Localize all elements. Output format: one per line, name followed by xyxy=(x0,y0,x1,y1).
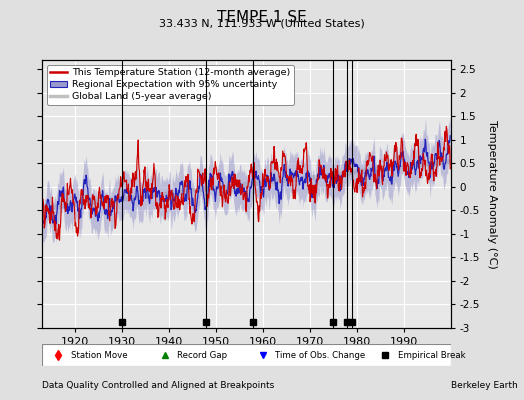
Text: 33.433 N, 111.933 W (United States): 33.433 N, 111.933 W (United States) xyxy=(159,18,365,28)
Text: Berkeley Earth: Berkeley Earth xyxy=(451,381,517,390)
Text: Empirical Break: Empirical Break xyxy=(398,350,465,360)
Text: TEMPE 1 SE: TEMPE 1 SE xyxy=(217,10,307,25)
FancyBboxPatch shape xyxy=(42,344,451,366)
Text: Record Gap: Record Gap xyxy=(177,350,227,360)
Y-axis label: Temperature Anomaly (°C): Temperature Anomaly (°C) xyxy=(487,120,497,268)
Text: Time of Obs. Change: Time of Obs. Change xyxy=(275,350,365,360)
Text: Station Move: Station Move xyxy=(71,350,127,360)
Legend: This Temperature Station (12-month average), Regional Expectation with 95% uncer: This Temperature Station (12-month avera… xyxy=(47,65,294,105)
Text: Data Quality Controlled and Aligned at Breakpoints: Data Quality Controlled and Aligned at B… xyxy=(42,381,274,390)
